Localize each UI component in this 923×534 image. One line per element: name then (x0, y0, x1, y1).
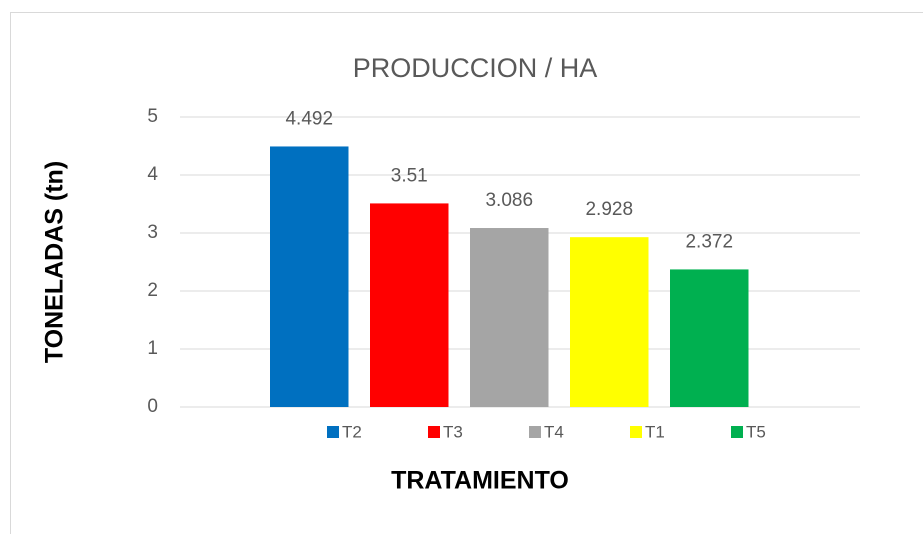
legend-label: T4 (544, 422, 564, 441)
y-tick-label: 5 (147, 106, 158, 127)
data-label: 2.928 (585, 199, 633, 220)
y-axis-label: TONELADAS (tn) (41, 161, 69, 363)
y-tick-label: 0 (147, 396, 158, 417)
y-tick-label: 2 (147, 280, 158, 301)
legend-label: T1 (645, 422, 665, 441)
legend-swatch (327, 426, 339, 438)
bar (670, 269, 749, 407)
data-label: 3.51 (391, 165, 428, 186)
y-tick-label: 3 (147, 222, 158, 243)
bar (370, 203, 449, 407)
legend-swatch (630, 426, 642, 438)
bar (270, 146, 349, 408)
legend-swatch (529, 426, 541, 438)
bar (470, 228, 549, 407)
data-label: 4.492 (285, 108, 333, 129)
chart-title: PRODUCCION / HA (353, 53, 598, 83)
bar (570, 237, 649, 407)
legend-swatch (428, 426, 440, 438)
legend-label: T3 (443, 422, 463, 441)
y-tick-label: 1 (147, 338, 158, 359)
x-axis-label: TRATAMIENTO (391, 467, 569, 495)
y-tick-label: 4 (147, 164, 158, 185)
legend-label: T5 (746, 422, 766, 441)
data-label: 3.086 (485, 190, 533, 211)
chart-border (10, 12, 923, 534)
legend-label: T2 (342, 422, 362, 441)
data-label: 2.372 (685, 231, 733, 252)
legend-swatch (731, 426, 743, 438)
